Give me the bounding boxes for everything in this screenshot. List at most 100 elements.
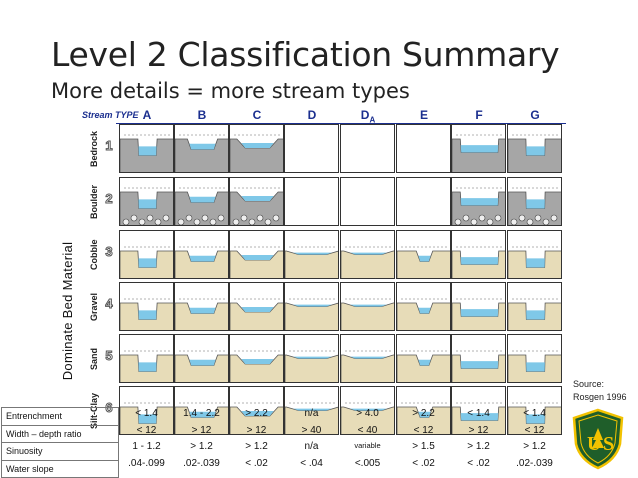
cross-section-cell — [507, 334, 562, 383]
channel-bank — [452, 354, 505, 382]
channel-water — [460, 309, 499, 317]
boulder-mark — [138, 218, 146, 225]
svg-text:S: S — [603, 433, 614, 455]
channel-cross-section — [341, 402, 394, 434]
channel-cross-section — [508, 350, 561, 382]
channel-bank — [285, 406, 338, 434]
channel-water — [418, 359, 431, 366]
cross-section-cell — [396, 386, 451, 435]
channel-water — [526, 199, 545, 209]
channel-cross-section — [341, 246, 394, 278]
cross-section-cell — [507, 124, 562, 173]
metric-value: > 1.5 — [412, 441, 435, 452]
channel-water — [241, 196, 274, 201]
metric-value: < 1.4 — [467, 408, 490, 419]
boulder-mark — [550, 214, 558, 222]
column-letter: DA — [360, 108, 376, 125]
metric-value: > 2.2 — [412, 408, 435, 419]
channel-bank — [452, 302, 505, 330]
cross-section-cell — [507, 177, 562, 226]
channel-water — [350, 304, 387, 307]
boulder-mark — [217, 214, 225, 222]
boulder-mark — [526, 218, 534, 225]
boulder-mark — [534, 214, 542, 222]
channel-bank — [285, 302, 338, 330]
channel-bank — [452, 250, 505, 278]
cross-section-cell — [451, 177, 506, 226]
channel-bank — [175, 406, 228, 434]
channel-cross-section — [230, 134, 283, 172]
column-letter: C — [252, 108, 262, 122]
channel-cross-section — [175, 350, 228, 382]
cross-section-cell — [229, 177, 284, 226]
channel-water — [460, 361, 499, 369]
cross-section-cell — [229, 386, 284, 435]
metric-value: n/a — [304, 441, 319, 452]
metric-label: Water slope — [1, 459, 119, 478]
channel-water — [350, 356, 387, 359]
row-label: Sand 5 — [88, 334, 116, 384]
metric-label: Entrenchment — [1, 407, 119, 426]
metric-row: Entrenchment — [1, 407, 119, 426]
cross-section-cell — [174, 177, 229, 226]
channel-bank — [230, 354, 283, 382]
cross-section-cell — [507, 282, 562, 331]
channel-cross-section — [120, 402, 173, 434]
cross-section-cell — [340, 334, 395, 383]
channel-water — [460, 257, 499, 265]
column-letter: G — [530, 108, 540, 122]
source-citation: Rosgen 1996 — [573, 392, 627, 402]
cross-section-cell — [174, 230, 229, 279]
channel-cross-section — [230, 246, 283, 278]
boulder-mark — [256, 214, 264, 222]
channel-water — [241, 143, 274, 148]
cross-section-cell — [284, 230, 339, 279]
row-number: 1 — [105, 138, 113, 154]
metric-row: Water slope — [1, 459, 119, 478]
metric-value: < .02 — [467, 458, 490, 469]
channel-water — [526, 362, 545, 372]
channel-bank — [508, 302, 561, 330]
channel-bank — [230, 406, 283, 434]
channel-bank — [120, 302, 173, 330]
cross-section-cell — [451, 230, 506, 279]
metric-label: Sinuosity — [1, 442, 119, 461]
bed-material-axis-label: Dominate Bed Material — [60, 241, 75, 381]
channel-cross-section — [175, 134, 228, 172]
channel-water — [138, 310, 157, 320]
row-number: 4 — [105, 296, 113, 312]
boulder-mark — [248, 218, 256, 225]
channel-cross-section — [120, 187, 173, 225]
channel-cross-section — [285, 125, 339, 173]
cross-section-cell — [340, 282, 395, 331]
channel-cross-section — [230, 350, 283, 382]
row-number: 2 — [105, 191, 113, 207]
metric-value: .04-.099 — [128, 458, 165, 469]
cross-section-cell — [174, 282, 229, 331]
metric-value: n/a — [304, 408, 319, 419]
channel-bank — [175, 354, 228, 382]
channel-cross-section — [120, 350, 173, 382]
cross-section-cell — [451, 386, 506, 435]
channel-water — [460, 198, 499, 206]
boulder-mark — [240, 214, 248, 222]
column-letter: A — [142, 108, 152, 122]
channel-water — [460, 145, 499, 153]
channel-cross-section — [452, 246, 505, 278]
channel-water — [526, 414, 545, 424]
cross-section-cell — [119, 124, 174, 173]
row-label: Cobble 3 — [88, 230, 116, 280]
channel-bank — [120, 406, 173, 434]
metric-value: 1 - 1.2 — [132, 441, 161, 452]
cross-section-cell — [174, 386, 229, 435]
channel-water — [189, 307, 216, 314]
channel-cross-section — [285, 350, 338, 382]
metric-value: > 1.2 — [523, 441, 546, 452]
boulder-mark — [272, 214, 280, 222]
cross-section-cell — [451, 334, 506, 383]
cross-section-cell — [229, 230, 284, 279]
metric-value: > 4.0 — [356, 408, 379, 419]
boulder-mark — [122, 218, 130, 225]
cross-section-cell — [340, 386, 395, 435]
channel-bank — [452, 138, 505, 172]
